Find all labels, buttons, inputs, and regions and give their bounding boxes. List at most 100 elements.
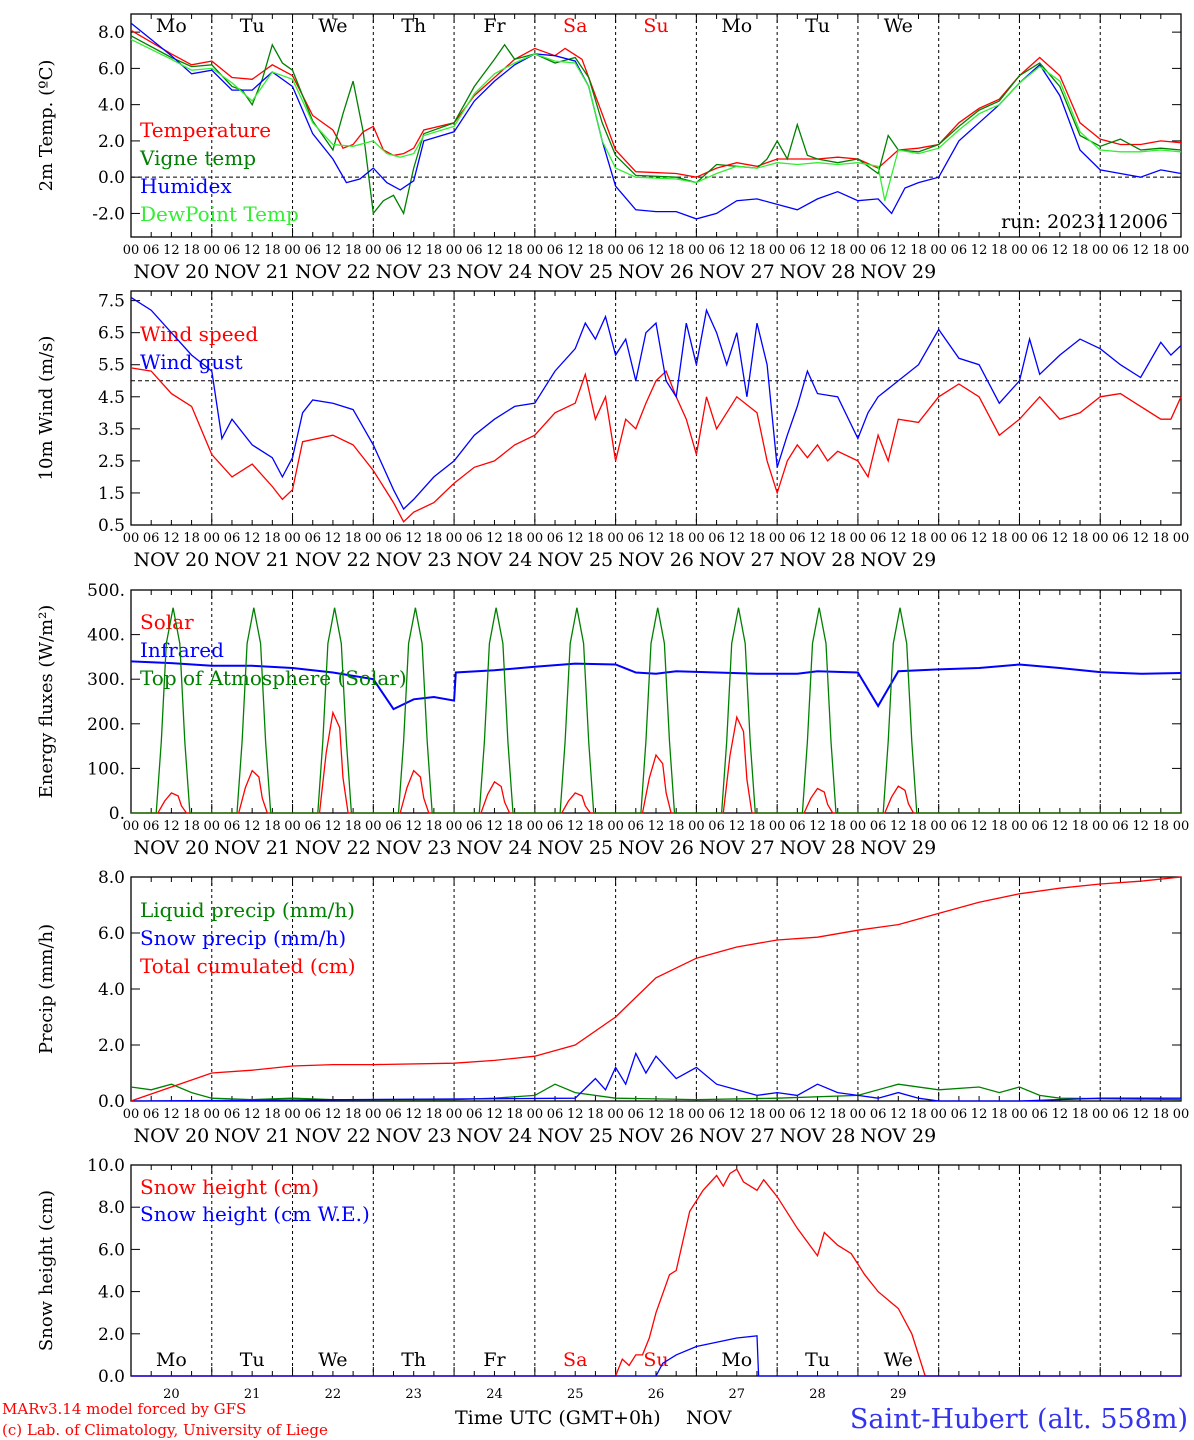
hour-tick-label: 12 xyxy=(325,243,342,258)
hour-tick-label: 18 xyxy=(829,243,846,258)
hour-tick-label: 06 xyxy=(385,819,402,834)
hour-tick-label: 12 xyxy=(648,1107,665,1122)
hour-tick-label: 06 xyxy=(789,243,806,258)
hour-tick-label: 12 xyxy=(971,531,988,546)
hour-tick-label: 00 xyxy=(527,819,544,834)
hour-tick-label: 12 xyxy=(1132,1107,1149,1122)
day-of-week-label: Tu xyxy=(805,15,830,37)
hour-tick-label: 18 xyxy=(345,243,362,258)
hour-tick-label: 06 xyxy=(951,1107,968,1122)
hour-tick-label: 06 xyxy=(466,531,483,546)
date-label: NOV 23 xyxy=(376,1125,452,1147)
hour-tick-label: 18 xyxy=(506,531,523,546)
day-of-week-label: Tu xyxy=(240,1349,265,1371)
xaxis-title: Time UTC (GMT+0h) xyxy=(455,1407,661,1429)
hour-tick-label: 12 xyxy=(325,819,342,834)
hour-tick-label: 18 xyxy=(183,243,200,258)
hour-tick-label: 06 xyxy=(789,1107,806,1122)
hour-tick-label: 06 xyxy=(304,531,321,546)
hour-tick-label: 06 xyxy=(224,819,241,834)
hour-tick-label: 12 xyxy=(728,819,745,834)
date-label: NOV 24 xyxy=(457,837,533,859)
hour-tick-label: 12 xyxy=(405,819,422,834)
hour-tick-label: 12 xyxy=(244,819,261,834)
y-axis-label: Precip (mm/h) xyxy=(36,924,57,1054)
hour-tick-label: 00 xyxy=(284,819,301,834)
hour-tick-label: 12 xyxy=(1132,243,1149,258)
hour-tick-label: 12 xyxy=(809,243,826,258)
y-tick-label: 3.5 xyxy=(98,420,125,440)
date-label: NOV 26 xyxy=(618,549,694,571)
y-axis-label: 10m Wind (m/s) xyxy=(36,336,57,481)
hour-tick-label: 00 xyxy=(203,819,220,834)
y-tick-label: 1.5 xyxy=(98,484,125,504)
hour-tick-label: 00 xyxy=(1173,243,1190,258)
hour-tick-label: 06 xyxy=(547,531,564,546)
hour-tick-label: 00 xyxy=(123,1107,140,1122)
hour-tick-label: 12 xyxy=(809,1107,826,1122)
legend-entry: Total cumulated (cm) xyxy=(140,954,356,978)
hour-tick-label: 06 xyxy=(628,243,645,258)
hour-tick-label: 12 xyxy=(486,819,503,834)
hour-tick-label: 12 xyxy=(405,1107,422,1122)
hour-tick-label: 00 xyxy=(123,819,140,834)
hour-tick-label: 00 xyxy=(850,531,867,546)
legend-entry: Wind speed xyxy=(140,322,258,346)
hour-tick-label: 12 xyxy=(567,531,584,546)
hour-tick-label: 18 xyxy=(1153,819,1170,834)
date-label: NOV 25 xyxy=(537,549,613,571)
hour-tick-label: 06 xyxy=(1031,819,1048,834)
hour-tick-label: 06 xyxy=(304,1107,321,1122)
series-liquid-precip-mm-h- xyxy=(130,1083,1182,1101)
day-number-label: 21 xyxy=(244,1387,261,1402)
hour-tick-label: 18 xyxy=(991,243,1008,258)
hour-tick-label: 00 xyxy=(688,819,705,834)
hour-tick-label: 06 xyxy=(143,819,160,834)
y-tick-label: 4.0 xyxy=(98,96,125,116)
hour-tick-label: 18 xyxy=(1153,243,1170,258)
y-tick-label: 0.0 xyxy=(98,1092,125,1112)
day-number-label: 22 xyxy=(325,1387,342,1402)
series-infrared xyxy=(130,660,1182,711)
date-label: NOV 20 xyxy=(133,261,209,283)
hour-tick-label: 12 xyxy=(1052,1107,1069,1122)
hour-tick-label: 06 xyxy=(466,819,483,834)
hour-tick-label: 12 xyxy=(486,243,503,258)
panel-4: 0.0 2.0 4.0 6.0 8.0 10.0 Snow height (cm) 20 21 2… xyxy=(36,1156,1182,1402)
hour-tick-label: 18 xyxy=(829,531,846,546)
hour-tick-label: 00 xyxy=(527,531,544,546)
day-number-label: 29 xyxy=(890,1387,907,1402)
hour-tick-label: 18 xyxy=(910,1107,927,1122)
day-of-week-label: Tu xyxy=(240,15,265,37)
y-axis-label: Energy fluxes (W/m²) xyxy=(36,605,57,799)
hour-tick-label: 00 xyxy=(850,1107,867,1122)
hour-tick-label: 12 xyxy=(567,243,584,258)
hour-tick-label: 18 xyxy=(506,819,523,834)
credit-line-1: MARv3.14 model forced by GFS xyxy=(2,1400,246,1418)
legend-entry: Top of Atmosphere (Solar) xyxy=(140,666,407,690)
hour-tick-label: 12 xyxy=(890,819,907,834)
hour-tick-label: 06 xyxy=(870,1107,887,1122)
hour-tick-label: 12 xyxy=(405,243,422,258)
hour-tick-label: 18 xyxy=(991,531,1008,546)
legend-entry: Vigne temp xyxy=(139,146,256,170)
plot-frame xyxy=(130,589,1182,814)
hour-tick-label: 18 xyxy=(587,243,604,258)
hour-tick-label: 00 xyxy=(1173,819,1190,834)
date-label: NOV 24 xyxy=(457,1125,533,1147)
legend-entry: Solar xyxy=(140,610,194,634)
legend-entry: Temperature xyxy=(140,118,271,142)
date-label: NOV 23 xyxy=(376,837,452,859)
hour-tick-label: 00 xyxy=(769,819,786,834)
hour-tick-label: 00 xyxy=(769,531,786,546)
date-label: NOV 24 xyxy=(457,261,533,283)
hour-tick-label: 00 xyxy=(446,819,463,834)
panels-group: -2.00.02.04.06.08.02m Temp. (ºC)00 06 12 18… xyxy=(36,13,1190,1402)
y-axis-label: 2m Temp. (ºC) xyxy=(36,60,57,192)
run-label: run: 2023112006 xyxy=(1001,211,1168,233)
hour-tick-label: 00 xyxy=(1092,531,1109,546)
credit-line-2: (c) Lab. of Climatology, University of L… xyxy=(2,1421,328,1439)
panel-0: -2.00.02.04.06.08.02m Temp. (ºC)00 06 12 18… xyxy=(36,13,1190,283)
series-humidex xyxy=(130,22,1182,220)
